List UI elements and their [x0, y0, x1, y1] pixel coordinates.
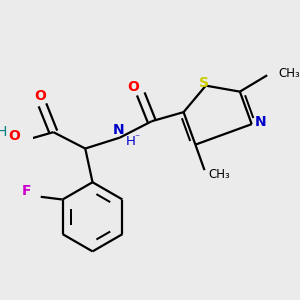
Text: O: O: [128, 80, 140, 94]
Text: ⁻: ⁻: [135, 134, 140, 143]
Text: F: F: [21, 184, 31, 198]
Text: CH₃: CH₃: [208, 168, 230, 181]
Text: S: S: [199, 76, 209, 90]
Text: H: H: [126, 135, 136, 148]
Text: N: N: [113, 123, 125, 137]
Text: CH₃: CH₃: [278, 67, 300, 80]
Text: H: H: [0, 125, 7, 139]
Text: O: O: [8, 129, 20, 143]
Text: N: N: [255, 115, 267, 129]
Text: O: O: [35, 89, 46, 103]
